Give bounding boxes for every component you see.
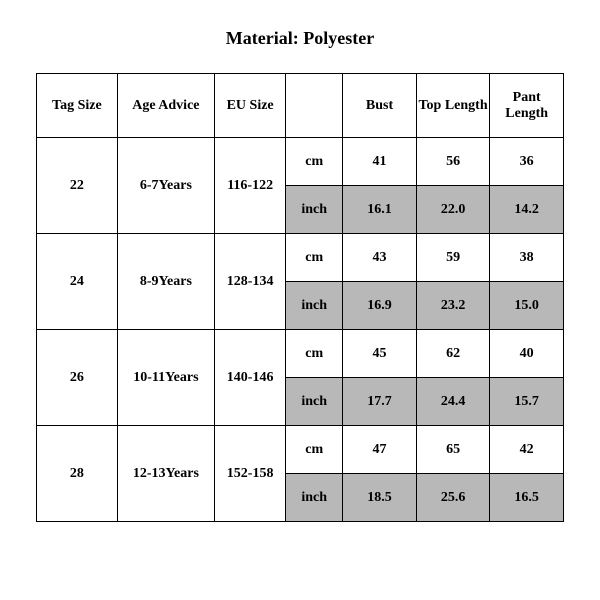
cell-pant-cm: 40: [490, 330, 564, 378]
col-top-length: Top Length: [416, 74, 490, 138]
cell-unit-inch: inch: [286, 378, 343, 426]
cell-tag: 22: [37, 138, 118, 234]
cell-bust-cm: 43: [343, 234, 417, 282]
cell-eu: 152-158: [215, 426, 286, 522]
cell-top-cm: 56: [416, 138, 490, 186]
cell-tag: 24: [37, 234, 118, 330]
cell-pant-inch: 16.5: [490, 474, 564, 522]
table-row: 28 12-13Years 152-158 cm 47 65 42: [37, 426, 564, 474]
cell-unit-cm: cm: [286, 426, 343, 474]
col-age-advice: Age Advice: [117, 74, 214, 138]
cell-bust-inch: 16.9: [343, 282, 417, 330]
cell-top-cm: 59: [416, 234, 490, 282]
cell-bust-cm: 41: [343, 138, 417, 186]
cell-age: 6-7Years: [117, 138, 214, 234]
col-tag-size: Tag Size: [37, 74, 118, 138]
cell-unit-cm: cm: [286, 330, 343, 378]
cell-bust-inch: 16.1: [343, 186, 417, 234]
cell-eu: 140-146: [215, 330, 286, 426]
cell-pant-inch: 15.0: [490, 282, 564, 330]
cell-bust-inch: 17.7: [343, 378, 417, 426]
cell-top-inch: 22.0: [416, 186, 490, 234]
cell-top-inch: 24.4: [416, 378, 490, 426]
page: Material: Polyester Tag Size Age Advice …: [0, 0, 600, 600]
size-table: Tag Size Age Advice EU Size Bust Top Len…: [36, 73, 564, 522]
cell-unit-cm: cm: [286, 234, 343, 282]
cell-tag: 26: [37, 330, 118, 426]
table-row: 22 6-7Years 116-122 cm 41 56 36: [37, 138, 564, 186]
cell-age: 12-13Years: [117, 426, 214, 522]
cell-eu: 128-134: [215, 234, 286, 330]
cell-age: 10-11Years: [117, 330, 214, 426]
cell-unit-inch: inch: [286, 186, 343, 234]
cell-pant-inch: 15.7: [490, 378, 564, 426]
col-pant-length: Pant Length: [490, 74, 564, 138]
col-bust: Bust: [343, 74, 417, 138]
cell-unit-cm: cm: [286, 138, 343, 186]
page-title: Material: Polyester: [36, 18, 564, 73]
cell-pant-inch: 14.2: [490, 186, 564, 234]
cell-eu: 116-122: [215, 138, 286, 234]
cell-bust-cm: 47: [343, 426, 417, 474]
cell-pant-cm: 36: [490, 138, 564, 186]
table-row: 24 8-9Years 128-134 cm 43 59 38: [37, 234, 564, 282]
table-header-row: Tag Size Age Advice EU Size Bust Top Len…: [37, 74, 564, 138]
table-body: 22 6-7Years 116-122 cm 41 56 36 inch 16.…: [37, 138, 564, 522]
cell-unit-inch: inch: [286, 474, 343, 522]
cell-bust-inch: 18.5: [343, 474, 417, 522]
cell-tag: 28: [37, 426, 118, 522]
cell-age: 8-9Years: [117, 234, 214, 330]
cell-pant-cm: 42: [490, 426, 564, 474]
cell-top-cm: 62: [416, 330, 490, 378]
col-unit: [286, 74, 343, 138]
cell-top-inch: 25.6: [416, 474, 490, 522]
cell-top-cm: 65: [416, 426, 490, 474]
cell-top-inch: 23.2: [416, 282, 490, 330]
cell-bust-cm: 45: [343, 330, 417, 378]
table-row: 26 10-11Years 140-146 cm 45 62 40: [37, 330, 564, 378]
cell-pant-cm: 38: [490, 234, 564, 282]
cell-unit-inch: inch: [286, 282, 343, 330]
col-eu-size: EU Size: [215, 74, 286, 138]
